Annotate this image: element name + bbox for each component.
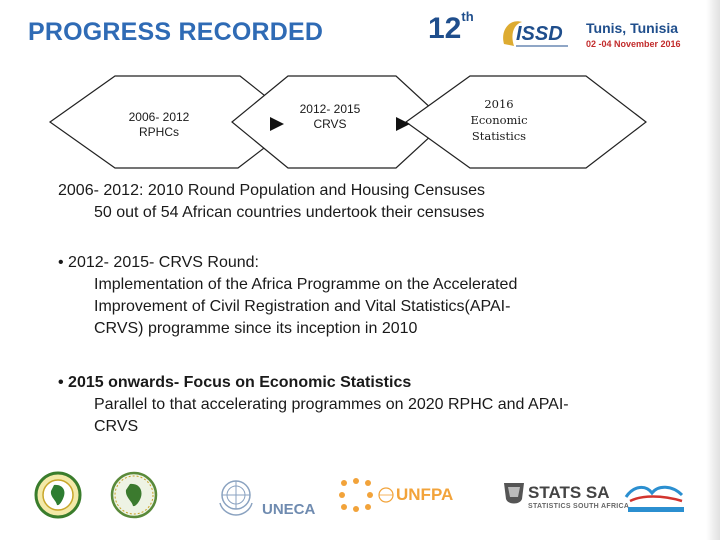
unfpa-dots-icon — [339, 478, 373, 512]
step-3-name-line1: Economic — [470, 113, 528, 127]
step-3-name-line2: Statistics — [471, 129, 527, 143]
stats-sa-logo-text: STATS SA — [528, 483, 610, 502]
uneca-logo-text: UNECA — [262, 501, 316, 518]
diamond-step-3 — [404, 75, 647, 169]
censuses-heading: 2006- 2012: 2010 Round Population and Ho… — [58, 182, 485, 199]
issd-logo-text: ISSD — [516, 23, 563, 45]
economic-detail-line-2: CRVS — [94, 418, 139, 435]
paragraph-crvs: • 2012- 2015- CRVS Round: Implementation… — [58, 252, 517, 340]
slide-edge-shadow — [706, 0, 720, 540]
stats-sa-emblem-icon — [504, 483, 524, 504]
conference-dates: 02 -04 November 2016 — [586, 39, 681, 49]
edition-suffix: th — [461, 9, 474, 24]
step-3-label: 2016 Economic Statistics — [446, 96, 552, 144]
crvs-detail-line-2: Improvement of Civil Registration and Vi… — [94, 298, 511, 315]
arrowhead-2 — [396, 117, 410, 131]
step-1-label: 2006- 2012 RPHCs — [105, 110, 213, 140]
progress-flow-diagram — [48, 75, 647, 169]
step-3-year: 2016 — [484, 97, 514, 111]
un-emblem-icon — [219, 480, 253, 516]
partner-logos-footer: UNECA UNFPA STATS SA STATISTICS SOUTH AF… — [0, 465, 720, 535]
tunisia-statistics-logo-icon — [624, 485, 684, 512]
edition-number: 12 — [428, 12, 462, 45]
slide-title: PROGRESS RECORDED — [28, 18, 324, 46]
crvs-heading: • 2012- 2015- CRVS Round: — [58, 254, 259, 271]
conference-location: Tunis, Tunisia — [586, 20, 679, 36]
unfpa-logo-text: UNFPA — [396, 485, 454, 504]
conference-edition: 12th — [428, 9, 474, 46]
economic-heading: • 2015 onwards- Focus on Economic Statis… — [58, 374, 412, 391]
step-2-label: 2012- 2015 CRVS — [276, 102, 384, 132]
crvs-detail-line-1: Implementation of the Africa Programme o… — [94, 276, 518, 293]
censuses-detail: 50 out of 54 African countries undertook… — [94, 204, 485, 221]
arrowhead-1 — [270, 117, 284, 131]
step-2-name: CRVS — [313, 117, 347, 131]
african-union-emblem-icon — [34, 471, 82, 519]
crvs-detail-line-3: CRVS) programme since its inception in 2… — [94, 320, 418, 337]
economic-detail-line-1: Parallel to that accelerating programmes… — [94, 396, 569, 413]
un-small-emblem-icon — [378, 487, 394, 503]
step-2-years: 2012- 2015 — [299, 102, 361, 116]
step-1-name: RPHCs — [138, 125, 179, 139]
issd-logo-swirl — [503, 21, 522, 46]
issd-logo: ISSD — [503, 21, 568, 47]
step-1-years: 2006- 2012 — [128, 110, 190, 124]
african-emblem-2-icon — [110, 471, 158, 519]
stats-sa-subtitle: STATISTICS SOUTH AFRICA — [528, 503, 630, 510]
paragraph-economic: • 2015 onwards- Focus on Economic Statis… — [58, 372, 569, 438]
paragraph-censuses: 2006- 2012: 2010 Round Population and Ho… — [58, 180, 485, 224]
